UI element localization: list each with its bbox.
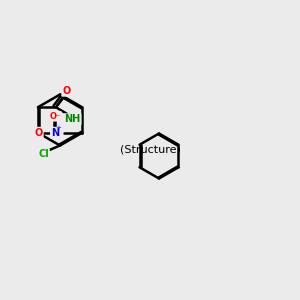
Text: O: O (62, 86, 70, 96)
Text: (Structure): (Structure) (120, 145, 180, 155)
Text: NH: NH (64, 114, 80, 124)
Text: +: + (56, 125, 61, 131)
Text: Cl: Cl (38, 149, 49, 160)
Text: N: N (51, 128, 59, 138)
Text: O: O (34, 128, 43, 138)
Text: O⁻: O⁻ (50, 112, 61, 121)
